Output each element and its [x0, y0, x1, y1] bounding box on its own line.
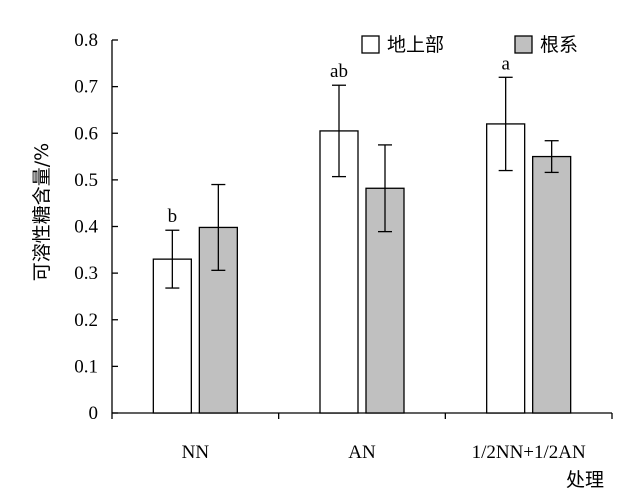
bar [532, 155, 572, 414]
significance-label: ab [330, 61, 348, 82]
y-tick-label: 0.6 [74, 123, 98, 144]
y-tick-label: 0.4 [74, 217, 98, 238]
bar [319, 130, 359, 414]
y-tick-label: 0.7 [74, 77, 98, 98]
y-axis: 0 0.1 0.2 0.3 0.4 0.5 0.6 0.7 0.8 [74, 30, 118, 424]
y-axis-title: 可溶性糖含量/% [31, 143, 53, 281]
y-tick-label: 0.5 [74, 170, 98, 191]
y-tick-label: 0.1 [74, 356, 98, 377]
x-tick-label: 1/2NN+1/2AN [472, 442, 586, 463]
legend-label: 地上部 [387, 34, 444, 56]
x-tick-label: AN [348, 442, 376, 463]
bar [486, 123, 526, 414]
x-tick-label: NN [182, 442, 210, 463]
significance-label: a [501, 53, 510, 74]
x-axis: NN AN 1/2NN+1/2AN [111, 412, 613, 463]
y-tick-label: 0.8 [74, 30, 98, 51]
bars [152, 123, 572, 414]
y-tick-label: 0 [89, 403, 99, 424]
error-bars [165, 76, 559, 289]
legend-swatch [361, 35, 380, 54]
legend-label: 根系 [540, 34, 578, 56]
y-tick-label: 0.2 [74, 310, 98, 331]
legend-swatch [514, 35, 533, 54]
legend: 地上部 根系 [361, 34, 578, 56]
x-axis-title: 处理 [566, 469, 604, 491]
y-tick-label: 0.3 [74, 263, 98, 284]
significance-label: b [168, 206, 178, 227]
significance-labels: b ab a [168, 53, 511, 227]
